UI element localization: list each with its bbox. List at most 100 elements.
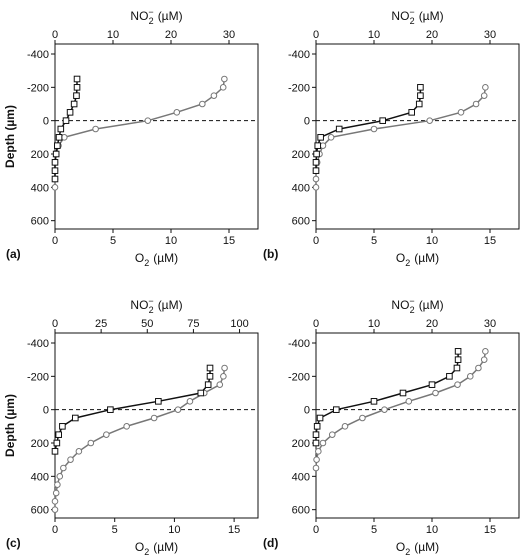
o2-point — [60, 464, 67, 472]
no2-point — [66, 109, 74, 116]
y-tick-label: 400 — [292, 471, 310, 483]
no2-tick-label: 10 — [368, 318, 380, 330]
no2-tick-label: 30 — [484, 318, 496, 330]
o2-point — [405, 398, 413, 405]
no2-point — [73, 75, 81, 83]
o2-point — [51, 498, 59, 505]
o2-point — [51, 506, 59, 513]
no2-tick-label: 100 — [230, 318, 248, 330]
no2-point — [379, 117, 386, 124]
no2-tick-label: 25 — [95, 318, 107, 330]
no2-point — [73, 92, 80, 99]
o2-point — [313, 456, 320, 463]
no2-point — [314, 142, 322, 149]
o2-tick-label: 10 — [426, 524, 438, 536]
o2-tick-label: 0 — [52, 235, 58, 247]
no2-point — [51, 159, 59, 166]
no2-point — [70, 100, 78, 108]
y-tick-label: 600 — [31, 505, 49, 517]
no2-tick-label: 75 — [187, 318, 199, 330]
o2-tick-label: 5 — [112, 524, 118, 536]
no2-point — [206, 364, 214, 372]
o2-point — [341, 423, 349, 430]
no2-tick-label: 50 — [141, 318, 153, 330]
no2-point — [312, 439, 320, 447]
no2-point — [446, 373, 453, 380]
o2-point — [219, 84, 227, 91]
panel-label: (c) — [6, 536, 21, 550]
o2-point — [319, 439, 327, 447]
o2-point — [216, 381, 224, 388]
y-tick-label: 200 — [292, 149, 310, 161]
o2-axis-label: O2 (µM) — [135, 540, 178, 557]
o2-tick-label: 0 — [52, 524, 58, 536]
no2-point — [317, 134, 324, 141]
no2-axis-label: NO− 2 (µM) — [391, 296, 443, 315]
o2-axis-label: O2 (µM) — [135, 251, 178, 268]
no2-tick-label: 0 — [52, 318, 58, 330]
o2-point — [381, 406, 388, 413]
o2-point — [457, 109, 465, 116]
no2-point — [51, 167, 59, 174]
o2-tick-label: 5 — [371, 235, 377, 247]
panel-label: (a) — [6, 247, 21, 261]
o2-point — [123, 423, 130, 430]
no2-tick-label: 20 — [165, 29, 177, 41]
o2-point — [482, 84, 489, 91]
o2-tick-label: 15 — [223, 235, 235, 247]
o2-point — [144, 117, 152, 124]
y-tick-label: 600 — [31, 216, 49, 228]
no2-point — [51, 175, 59, 183]
o2-point — [328, 431, 336, 438]
o2-tick-label: 0 — [313, 524, 319, 536]
o2-tick-label: 15 — [484, 235, 496, 247]
y-tick-label: 400 — [31, 471, 49, 483]
o2-tick-label: 5 — [371, 524, 377, 536]
o2-point — [312, 175, 320, 183]
no2-point — [204, 381, 212, 388]
plot-frame — [54, 43, 259, 230]
o2-series-line — [54, 367, 226, 510]
no2-point — [55, 431, 62, 438]
y-tick-label: 200 — [292, 438, 310, 450]
no2-tick-label: 0 — [52, 29, 58, 41]
no2-point — [370, 398, 378, 405]
o2-series-line — [54, 78, 226, 188]
no2-point — [155, 398, 162, 405]
o2-point — [75, 448, 83, 455]
y-tick-label: -400 — [288, 49, 310, 61]
no2-point — [107, 406, 114, 413]
o2-point — [221, 75, 228, 83]
o2-point — [480, 92, 488, 99]
y-tick-label: 600 — [292, 505, 310, 517]
no2-point — [333, 406, 340, 413]
o2-point — [199, 100, 206, 108]
o2-point — [220, 373, 227, 380]
o2-point — [426, 117, 433, 124]
no2-axis-label: NO− 2 (µM) — [130, 296, 182, 315]
y-tick-label: 0 — [43, 405, 49, 417]
no2-point — [454, 348, 462, 355]
y-tick-label: -200 — [288, 371, 310, 383]
o2-point — [432, 389, 439, 397]
y-tick-label: 400 — [31, 182, 49, 194]
o2-point — [56, 473, 64, 480]
y-tick-label: -200 — [27, 371, 49, 383]
o2-point — [482, 348, 489, 355]
no2-point — [197, 389, 205, 397]
plot-frame — [315, 43, 520, 230]
no2-point — [417, 84, 424, 91]
o2-tick-label: 15 — [484, 524, 496, 536]
no2-point — [313, 423, 321, 430]
y-tick-label: 0 — [304, 405, 310, 417]
o2-axis-label: O2 (µM) — [396, 540, 439, 557]
no2-point — [57, 125, 65, 133]
depth-axis-label: Depth (µm) — [3, 105, 17, 168]
o2-point — [312, 184, 320, 191]
o2-point — [92, 125, 99, 133]
y-tick-label: 0 — [43, 116, 49, 128]
plot-frame — [54, 332, 259, 519]
